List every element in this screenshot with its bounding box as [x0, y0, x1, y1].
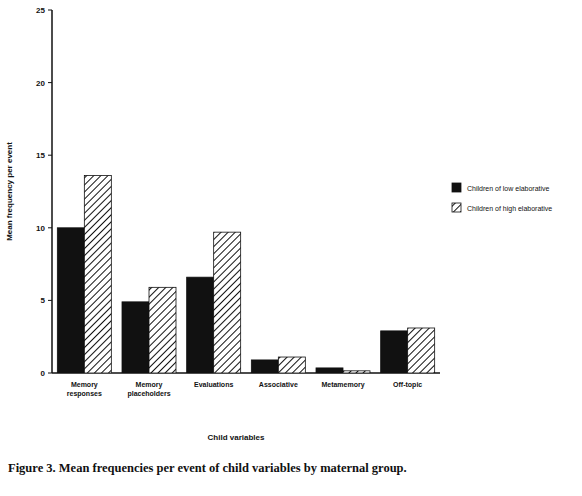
x-tick-label: Associative [259, 381, 298, 388]
bar [214, 232, 241, 373]
legend-label: Children of low elaborative [467, 185, 550, 192]
y-tick-label: 0 [41, 369, 46, 378]
x-tick-label-line: placeholders [127, 390, 170, 398]
y-tick [48, 155, 52, 156]
x-tick-label-line: Memory [71, 381, 98, 389]
y-tick-label: 20 [36, 79, 45, 88]
x-tick-label-line: Evaluations [194, 381, 233, 388]
y-tick [48, 300, 52, 301]
chart-svg: 0510152025MemoryresponsesMemoryplacehold… [0, 0, 582, 496]
bar [251, 360, 278, 373]
y-tick-label: 25 [36, 6, 45, 15]
bar [343, 371, 370, 373]
bar [122, 302, 149, 373]
y-axis-label: Mean frequency per event [5, 142, 14, 241]
x-tick-label: Off-topic [393, 381, 422, 389]
x-tick-label-line: Associative [259, 381, 298, 388]
x-tick-label-line: Memory [136, 381, 163, 389]
x-tick-label: Memoryplaceholders [127, 381, 170, 398]
y-tick-label: 15 [36, 151, 45, 160]
chart-container: 0510152025MemoryresponsesMemoryplacehold… [0, 0, 582, 496]
bars [57, 176, 434, 373]
bar [278, 357, 305, 373]
x-tick-label: Metamemory [321, 381, 364, 389]
bar [149, 287, 176, 373]
x-tick-label: Evaluations [194, 381, 233, 388]
y-tick [48, 82, 52, 83]
x-tick-label-line: Metamemory [321, 381, 364, 389]
x-tick-label: Memoryresponses [67, 381, 102, 398]
legend-swatch [452, 183, 461, 192]
bar [84, 176, 111, 373]
y-tick-label: 5 [41, 296, 46, 305]
bar [187, 277, 214, 373]
title: Figure 3. Mean frequencies per event of … [8, 461, 407, 475]
bar [57, 228, 84, 373]
x-tick-label-line: Off-topic [393, 381, 422, 389]
y-tick [48, 10, 52, 11]
x-tick-label-line: responses [67, 390, 102, 398]
bar [316, 368, 343, 373]
y-axis-line [51, 10, 53, 373]
x-axis-label: Child variables [208, 433, 265, 442]
y-tick [48, 373, 52, 374]
y-tick-label: 10 [36, 224, 45, 233]
legend-label: Children of high elaborative [467, 205, 552, 213]
bar [408, 328, 435, 373]
bar [381, 331, 408, 373]
y-tick [48, 227, 52, 228]
legend-swatch [452, 203, 461, 212]
